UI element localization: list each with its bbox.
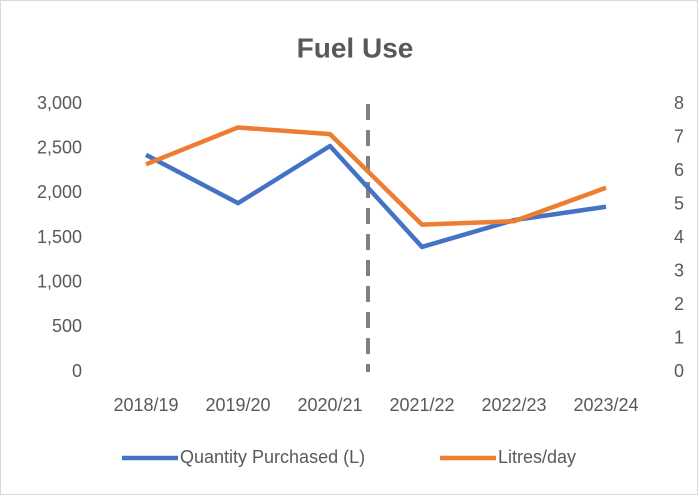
- y2-tick-label: 2: [674, 294, 684, 314]
- series-line: [145, 125, 607, 227]
- y-tick-label: 1,500: [37, 227, 82, 247]
- y-tick-label: 2,000: [37, 182, 82, 202]
- y-tick-label: 1,000: [37, 271, 82, 291]
- y2-tick-label: 3: [674, 260, 684, 280]
- y2-tick-label: 5: [674, 193, 684, 213]
- legend-label: Quantity Purchased (L): [180, 447, 365, 467]
- y2-tick-label: 0: [674, 361, 684, 381]
- x-tick-label: 2020/21: [297, 395, 362, 415]
- legend-label: Litres/day: [498, 447, 576, 467]
- y-tick-label: 2,500: [37, 137, 82, 157]
- y2-tick-label: 8: [674, 93, 684, 113]
- chart-title: Fuel Use: [297, 32, 414, 63]
- x-tick-label: 2022/23: [481, 395, 546, 415]
- x-tick-label: 2018/19: [113, 395, 178, 415]
- x-tick-label: 2021/22: [389, 395, 454, 415]
- y2-tick-label: 7: [674, 126, 684, 146]
- y-tick-label: 0: [72, 361, 82, 381]
- x-tick-label: 2023/24: [573, 395, 638, 415]
- y-tick-label: 3,000: [37, 93, 82, 113]
- y2-tick-label: 4: [674, 227, 684, 247]
- x-tick-label: 2019/20: [205, 395, 270, 415]
- y-tick-label: 500: [52, 316, 82, 336]
- y2-tick-label: 1: [674, 327, 684, 347]
- y2-tick-label: 6: [674, 160, 684, 180]
